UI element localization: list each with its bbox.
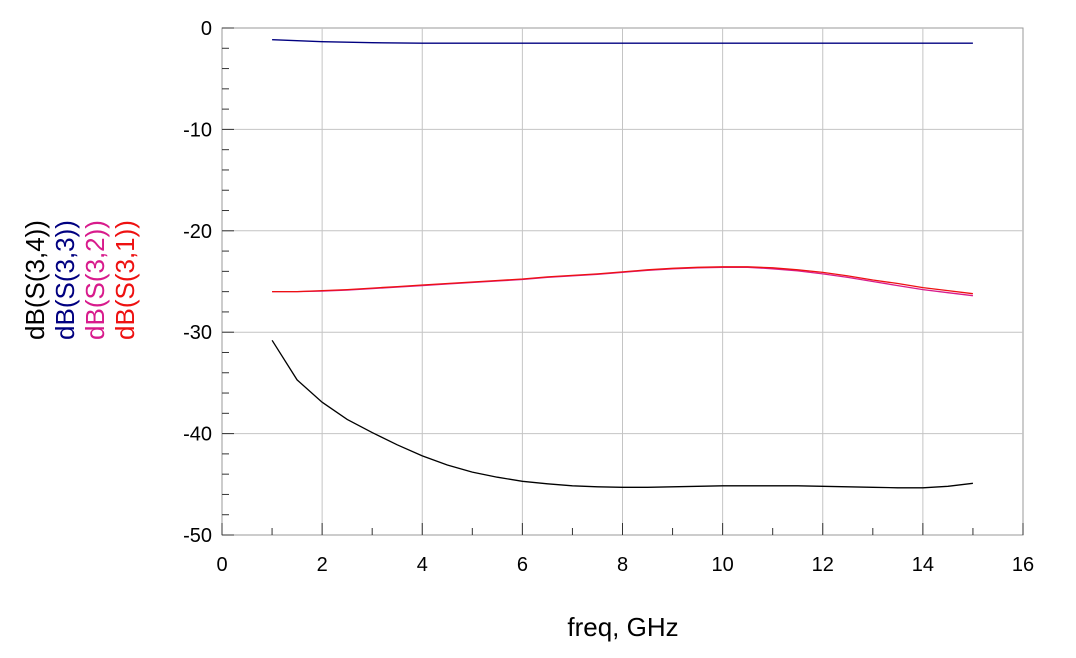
y-axis-label-entry: dB(S(3,3)) [50, 220, 80, 340]
y-axis-series-labels: dB(S(3,4)) dB(S(3,3)) dB(S(3,2)) dB(S(3,1)) [20, 220, 140, 340]
grid [222, 28, 1023, 535]
series-line-db-s-3-4 [271, 339, 973, 489]
y-axis-tick-labels: 0 -10 -20 -30 -40 -50 [183, 18, 212, 547]
series-line-db-s-3-3 [272, 39, 973, 44]
x-tick-label: 6 [517, 554, 528, 576]
y-tick-label: -40 [183, 424, 212, 446]
x-axis-label: freq, GHz [567, 612, 678, 642]
x-tick-label: 12 [812, 554, 834, 576]
y-axis-label-entry: dB(S(3,1)) [110, 220, 140, 340]
x-tick-label: 2 [317, 554, 328, 576]
y-tick-label: -20 [183, 221, 212, 243]
series-line-db-s-3-1 [272, 266, 973, 295]
x-tick-label: 14 [912, 554, 934, 576]
y-tick-label: -10 [183, 119, 212, 141]
series-lines [271, 39, 973, 489]
x-tick-label: 4 [417, 554, 428, 576]
x-tick-label: 10 [712, 554, 734, 576]
y-tick-label: 0 [201, 18, 212, 40]
x-tick-label: 0 [216, 554, 227, 576]
y-tick-label: -50 [183, 525, 212, 547]
x-axis-tick-labels: 0 2 4 6 8 10 12 14 16 [216, 554, 1034, 576]
x-tick-label: 16 [1012, 554, 1034, 576]
x-tick-label: 8 [617, 554, 628, 576]
y-axis-label-entry: dB(S(3,4)) [20, 220, 50, 340]
minor-ticks [221, 27, 1024, 536]
y-axis-label-entry: dB(S(3,2)) [80, 220, 110, 340]
y-tick-label: -30 [183, 322, 212, 344]
